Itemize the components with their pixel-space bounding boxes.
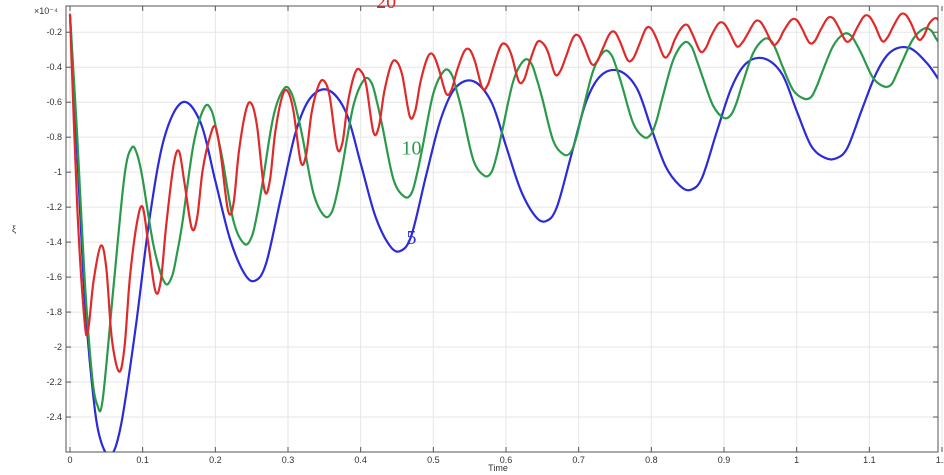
y-tick-label: -0.2 [46,27,62,37]
series-label-10: 10 [402,138,422,160]
grid [66,6,943,452]
x-tick-label: 0.5 [427,455,440,465]
x-tick-label: 0.2 [209,455,222,465]
y-tick-label: -0.6 [46,97,62,107]
series-layer [68,12,938,452]
y-axis-title: ξ [12,224,16,234]
y-tick-label: -1.2 [46,202,62,212]
y-tick-label: -1.6 [46,272,62,282]
y-tick-label: -2.4 [46,412,62,422]
x-tick-label: 1.2 [936,455,944,465]
y-axis: -0.2 -0.4 -0.6 -0.8 -1 -1.2 -1.4 -1.6 -1.8 -2 -2.2… [46,27,938,422]
series-line-20 [68,12,938,373]
y-multiplier: ×10⁻⁴ [34,6,58,16]
x-tick-label: 1.1 [863,455,876,465]
x-axis-title: Time [488,463,508,473]
x-tick-label: 0.3 [282,455,295,465]
series-label-20: 20 [376,0,396,13]
series-label-5: 5 [407,227,417,249]
x-tick-label: 0.9 [718,455,731,465]
plot-frame [65,5,939,453]
series-line-10 [68,13,938,413]
y-tick-label: -2 [54,342,62,352]
x-tick-label: 0.7 [572,455,585,465]
x-tick-label: 0.6 [500,455,513,465]
y-tick-label: -1 [54,167,62,177]
y-tick-label: -2.2 [46,377,62,387]
plot-area-background [66,6,938,452]
x-tick-label: 0.8 [645,455,658,465]
x-tick-label: 0.4 [354,455,367,465]
series-labels: 5 10 20 [376,0,421,249]
y-tick-label: -0.4 [46,62,62,72]
x-tick-label: 0.1 [136,455,149,465]
x-tick-label: 0 [67,455,72,465]
series-line-5 [68,13,938,452]
x-tick-label: 1 [794,455,799,465]
y-tick-label: -0.8 [46,132,62,142]
y-tick-label: -1.4 [46,237,62,247]
x-axis: 0 0.1 0.2 0.3 0.4 0.5 0.6 0.7 0.8 0.9 1 1.1 1.2 [67,6,944,465]
y-tick-label: -1.8 [46,307,62,317]
